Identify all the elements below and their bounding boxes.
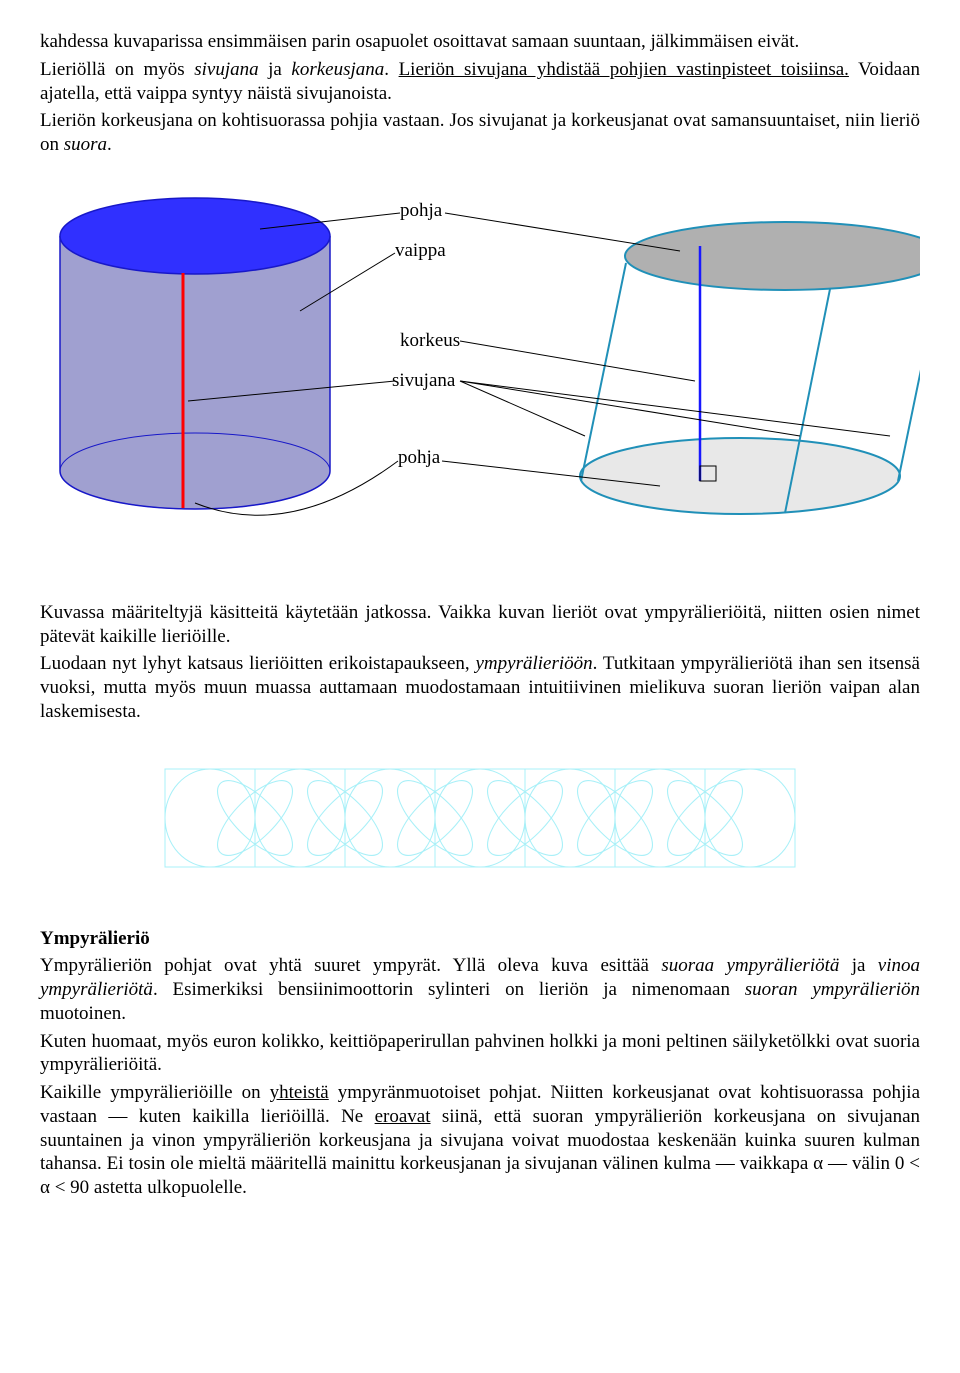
heading-ympyralierio: Ympyrälieriö	[40, 927, 920, 951]
paragraph-2: Lieriöllä on myös sivujana ja korkeusjan…	[40, 58, 920, 106]
label-korkeus: korkeus	[400, 329, 460, 353]
paragraph-1: kahdessa kuvaparissa ensimmäisen parin o…	[40, 30, 920, 54]
paragraph-6: Ympyrälieriön pohjat ovat yhtä suuret ym…	[40, 954, 920, 1025]
decorative-pattern	[160, 764, 800, 872]
label-sivujana: sivujana	[392, 369, 455, 393]
cylinder-figure: pohja vaippa korkeus sivujana pohja	[40, 181, 920, 561]
label-vaippa: vaippa	[395, 239, 446, 263]
paragraph-4: Kuvassa määriteltyjä käsitteitä käytetää…	[40, 601, 920, 649]
paragraph-8: Kaikille ympyrälieriöille on yhteistä ym…	[40, 1081, 920, 1200]
paragraph-3: Lieriön korkeusjana on kohtisuorassa poh…	[40, 109, 920, 157]
paragraph-7: Kuten huomaat, myös euron kolikko, keitt…	[40, 1030, 920, 1078]
paragraph-5: Luodaan nyt lyhyt katsaus lieriöitten er…	[40, 652, 920, 723]
label-pohja-bot: pohja	[398, 446, 440, 470]
label-pohja-top: pohja	[400, 199, 442, 223]
